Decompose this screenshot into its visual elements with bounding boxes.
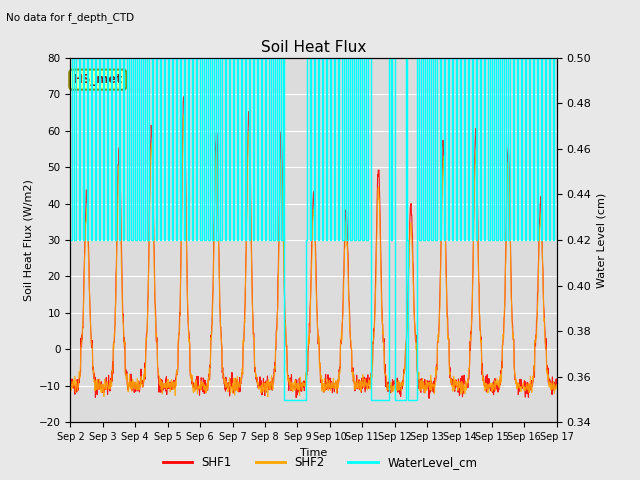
Y-axis label: Soil Heat Flux (W/m2): Soil Heat Flux (W/m2) <box>23 179 33 301</box>
Legend: SHF1, SHF2, WaterLevel_cm: SHF1, SHF2, WaterLevel_cm <box>158 452 482 474</box>
Text: No data for f_depth_CTD: No data for f_depth_CTD <box>6 12 134 23</box>
Y-axis label: Water Level (cm): Water Level (cm) <box>597 192 607 288</box>
Title: Soil Heat Flux: Soil Heat Flux <box>261 40 366 55</box>
X-axis label: Time: Time <box>300 448 327 457</box>
Text: HS_met: HS_met <box>73 73 123 86</box>
